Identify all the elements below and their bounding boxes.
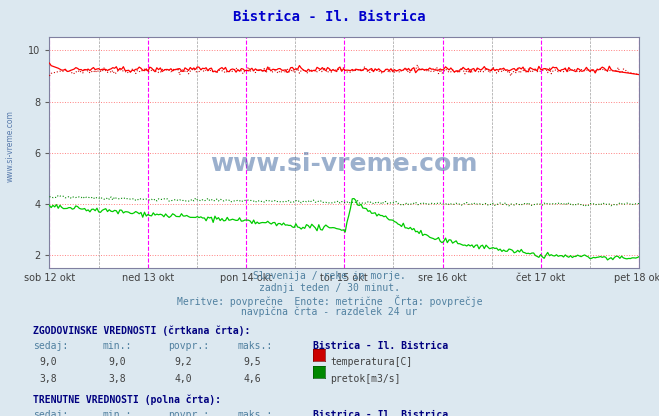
Text: 3,8: 3,8 [109,374,127,384]
Text: 9,5: 9,5 [244,357,262,367]
Text: pretok[m3/s]: pretok[m3/s] [330,374,401,384]
Text: 9,0: 9,0 [109,357,127,367]
Text: sedaj:: sedaj: [33,410,68,416]
Text: zadnji teden / 30 minut.: zadnji teden / 30 minut. [259,283,400,293]
Text: 4,6: 4,6 [244,374,262,384]
Text: 9,2: 9,2 [175,357,192,367]
Text: Bistrica - Il. Bistrica: Bistrica - Il. Bistrica [313,341,448,351]
Text: 3,8: 3,8 [40,374,57,384]
Text: Bistrica - Il. Bistrica: Bistrica - Il. Bistrica [313,410,448,416]
Text: povpr.:: povpr.: [168,341,209,351]
Text: www.si-vreme.com: www.si-vreme.com [211,152,478,176]
Text: min.:: min.: [102,410,132,416]
Text: TRENUTNE VREDNOSTI (polna črta):: TRENUTNE VREDNOSTI (polna črta): [33,394,221,405]
Text: sedaj:: sedaj: [33,341,68,351]
Text: min.:: min.: [102,341,132,351]
Text: 9,0: 9,0 [40,357,57,367]
Text: navpična črta - razdelek 24 ur: navpična črta - razdelek 24 ur [241,306,418,317]
Text: maks.:: maks.: [237,410,272,416]
Text: Slovenija / reke in morje.: Slovenija / reke in morje. [253,271,406,281]
Text: 4,0: 4,0 [175,374,192,384]
Text: Bistrica - Il. Bistrica: Bistrica - Il. Bistrica [233,10,426,25]
Text: ZGODOVINSKE VREDNOSTI (črtkana črta):: ZGODOVINSKE VREDNOSTI (črtkana črta): [33,325,250,336]
Text: Meritve: povprečne  Enote: metrične  Črta: povprečje: Meritve: povprečne Enote: metrične Črta:… [177,295,482,307]
Text: povpr.:: povpr.: [168,410,209,416]
Text: temperatura[C]: temperatura[C] [330,357,413,367]
Text: maks.:: maks.: [237,341,272,351]
Text: www.si-vreme.com: www.si-vreme.com [5,110,14,181]
